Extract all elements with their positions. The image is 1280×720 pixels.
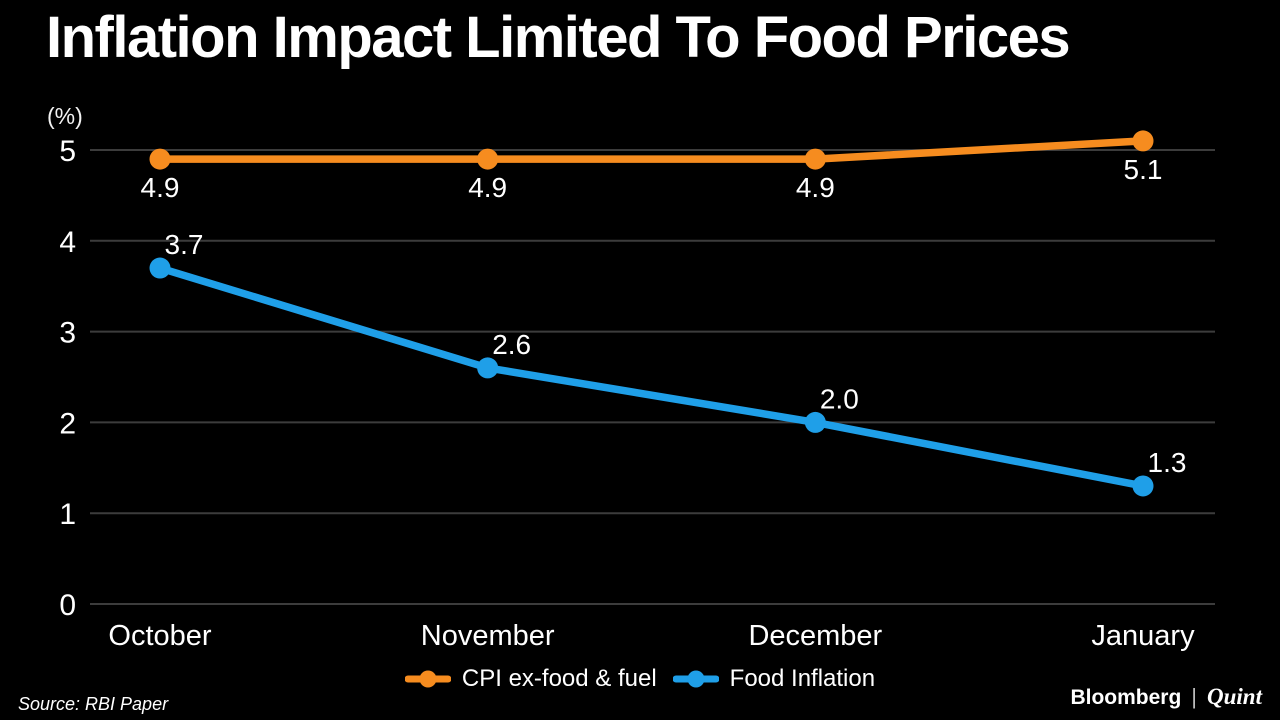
data-point-marker	[1132, 475, 1154, 497]
legend-item: CPI ex-food & fuel	[404, 665, 657, 693]
x-axis-category-label: January	[1091, 620, 1195, 652]
x-axis-category-label: November	[421, 620, 555, 652]
data-point-marker	[804, 148, 826, 170]
legend-label: Food Inflation	[729, 665, 876, 692]
quint-wordmark: Quint	[1207, 684, 1262, 709]
legend-marker-icon	[672, 670, 719, 688]
data-point-label: 2.0	[820, 383, 859, 414]
y-axis-tick-label: 4	[59, 226, 76, 259]
data-point-marker	[149, 148, 171, 170]
y-axis-tick-label: 0	[59, 589, 76, 622]
series-line	[156, 137, 1147, 163]
x-axis-category-label: December	[748, 620, 882, 652]
bloomberg-wordmark: Bloomberg	[1070, 686, 1182, 709]
bloomberg-quint-logo: Bloomberg | Quint	[1070, 684, 1262, 710]
legend-marker-icon	[404, 670, 451, 688]
legend-label: CPI ex-food & fuel	[461, 665, 657, 692]
y-axis-tick-label: 5	[59, 135, 76, 168]
y-axis-unit-label: (%)	[47, 103, 83, 129]
data-point-label: 2.6	[492, 329, 531, 360]
y-axis-tick-label: 3	[59, 317, 76, 350]
chart-legend: CPI ex-food & fuel Food Inflation	[0, 662, 1280, 696]
data-point-label: 4.9	[468, 172, 507, 203]
data-point-marker	[477, 357, 499, 379]
data-point-label: 5.1	[1124, 154, 1163, 185]
data-point-marker	[477, 148, 499, 170]
x-axis-category-label: October	[108, 620, 211, 652]
y-axis-tick-label: 2	[59, 407, 76, 440]
data-point-marker	[149, 257, 171, 279]
y-axis-tick-label: 1	[59, 498, 76, 531]
data-point-label: 4.9	[141, 172, 180, 203]
legend-item: Food Inflation	[672, 665, 876, 693]
data-point-label: 4.9	[796, 172, 835, 203]
logo-separator-bar: |	[1191, 684, 1198, 709]
chart-title: Inflation Impact Limited To Food Prices	[46, 5, 1071, 70]
data-point-label: 3.7	[165, 229, 204, 260]
data-point-marker	[804, 411, 826, 433]
source-note: Source: RBI Paper	[18, 694, 169, 714]
data-point-marker	[1132, 130, 1154, 152]
series-line	[156, 264, 1147, 490]
data-point-label: 1.3	[1148, 447, 1187, 478]
